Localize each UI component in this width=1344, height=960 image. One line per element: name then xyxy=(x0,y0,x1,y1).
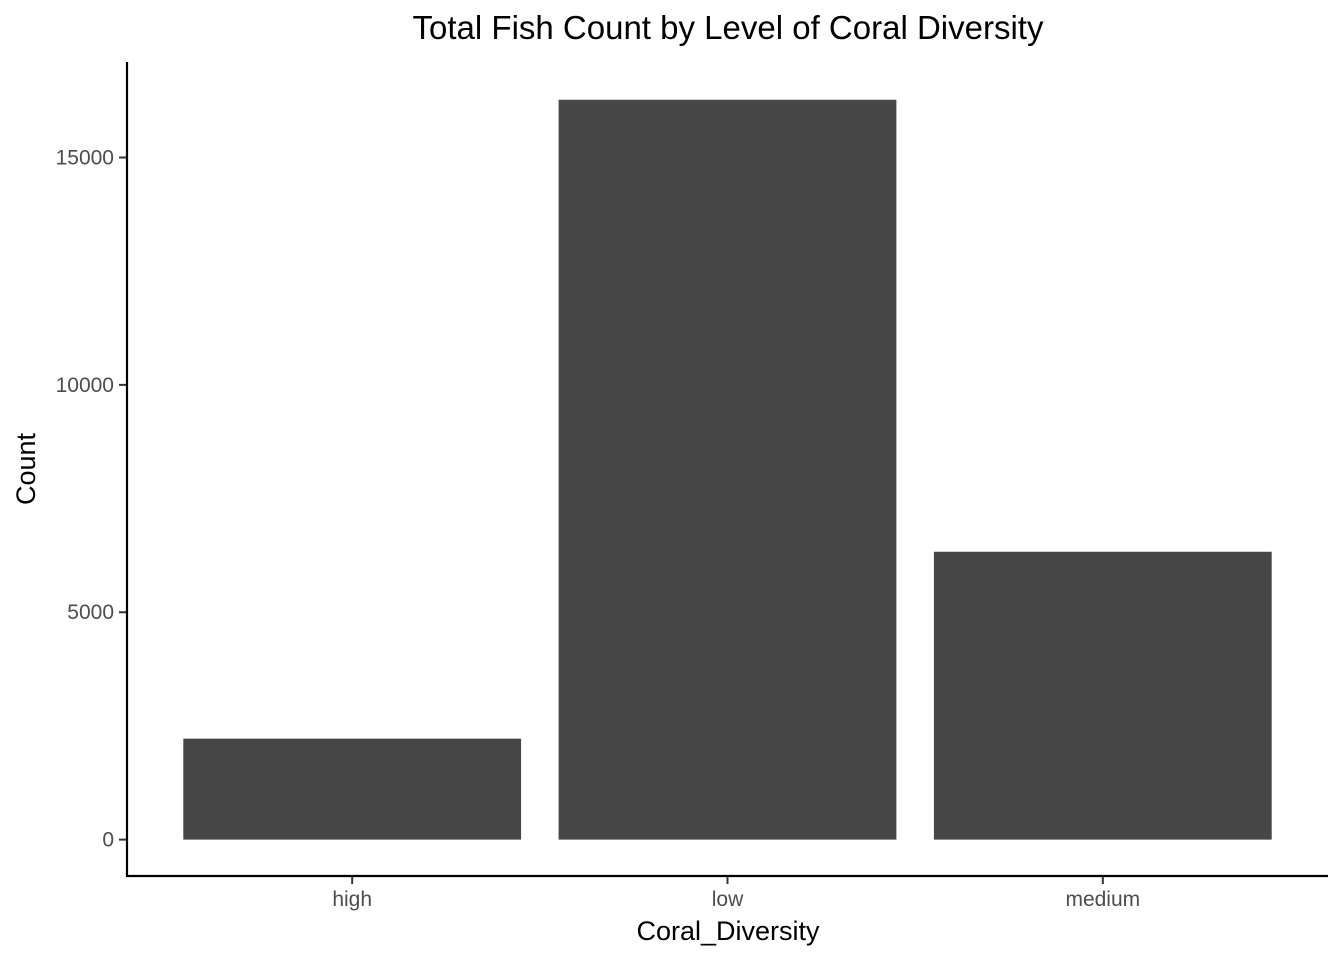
x-axis-title: Coral_Diversity xyxy=(636,916,820,946)
y-tick-label-10000: 10000 xyxy=(56,374,114,397)
bar-medium xyxy=(933,551,1272,840)
bar-low xyxy=(558,99,897,840)
y-axis-title: Count xyxy=(11,432,41,505)
y-tick-label-0: 0 xyxy=(102,829,114,852)
bars-layer xyxy=(183,99,1272,840)
bar-high xyxy=(183,738,522,840)
x-axis-ticks: high low medium xyxy=(332,876,1140,911)
x-tick-label-high: high xyxy=(332,888,372,911)
y-axis-ticks: 0 5000 10000 15000 xyxy=(56,146,127,852)
x-tick-label-low: low xyxy=(712,888,744,911)
x-tick-label-medium: medium xyxy=(1065,888,1140,911)
chart-title: Total Fish Count by Level of Coral Diver… xyxy=(413,9,1044,46)
y-tick-label-5000: 5000 xyxy=(67,601,114,624)
y-tick-label-15000: 15000 xyxy=(56,146,114,169)
